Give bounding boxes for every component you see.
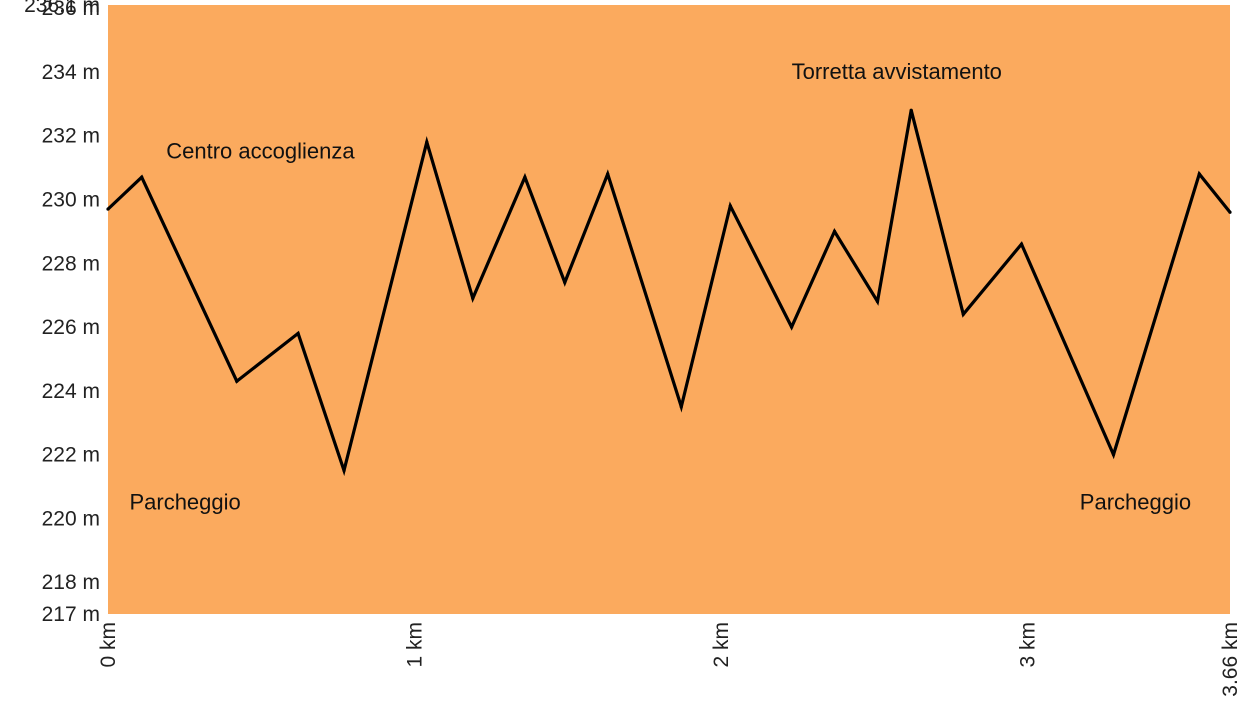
x-axis: 0 km 1 km 2 km 3 km 3.66 km [97,622,1242,697]
y-tick-label: 217 m [42,603,100,626]
elevation-point [679,405,683,409]
elevation-point [875,299,880,304]
elevation-point [563,280,567,284]
x-tick-label: 3 km [1017,622,1040,668]
elevation-point [1019,242,1024,246]
y-tick-label: 236 m [42,0,100,20]
elevation-point [909,108,913,112]
elevation-point [523,175,527,179]
elevation-point [342,468,346,473]
annotation-label: Parcheggio [1080,489,1191,514]
x-tick-label: 2 km [710,622,733,668]
elevation-point [1111,452,1116,457]
y-tick-label: 236.1 m [24,0,100,17]
x-tick-label: 1 km [404,622,427,668]
elevation-point [140,175,144,179]
elevation-point [728,204,732,208]
annotation-label: Centro accoglienza [166,139,355,164]
y-tick-label: 228 m [42,252,100,275]
x-tick-label: 3.66 km [1219,622,1242,697]
y-tick-label: 222 m [42,444,100,467]
elevation-point [832,229,837,233]
elevation-point [471,296,475,300]
annotations: Centro accoglienza Torretta avvistamento P… [129,59,1191,514]
x-tick-label: 0 km [97,622,120,668]
annotation-label: Parcheggio [129,489,240,514]
elevation-point [235,379,239,383]
elevation-point [296,331,300,336]
plot-background [108,5,1230,614]
elevation-point [1228,210,1232,214]
y-tick-label: 224 m [42,380,100,403]
elevation-point [425,140,429,144]
elevation-point [1197,172,1201,176]
elevation-point [606,172,610,176]
y-tick-label: 230 m [42,188,100,211]
data-points [106,108,1232,473]
annotation-label: Torretta avvistamento [792,59,1002,84]
y-tick-label: 234 m [42,61,100,84]
y-tick-label: 226 m [42,316,100,339]
y-tick-label: 218 m [42,571,100,594]
elevation-point [961,312,965,316]
y-tick-label: 220 m [42,507,100,530]
elevation-point [106,207,110,211]
elevation-point [790,325,794,329]
y-tick-label: 232 m [42,125,100,148]
